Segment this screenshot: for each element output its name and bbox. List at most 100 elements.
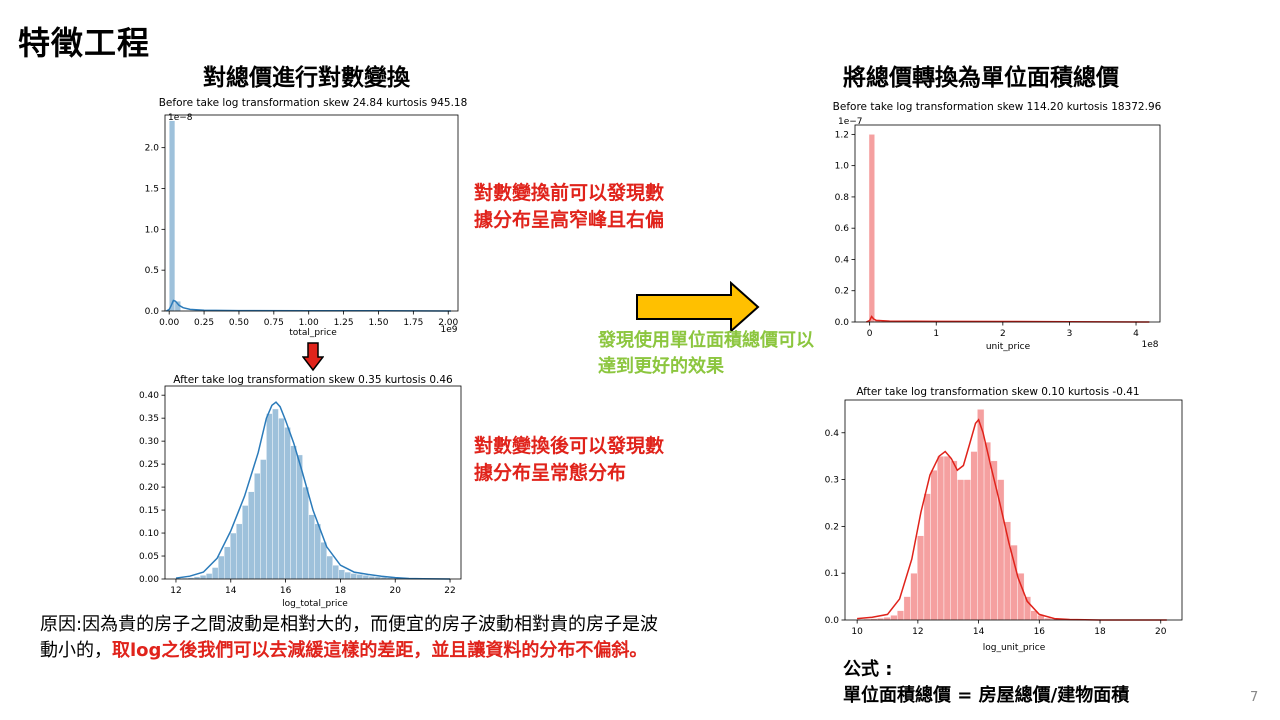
reason-paragraph: 原因:因為貴的房子之間波動是相對大的，而便宜的房子波動相對貴的房子是波動小的，取… — [40, 612, 660, 664]
histogram-bar — [897, 610, 905, 621]
histogram-bar — [963, 479, 971, 621]
x-tick-label: 16 — [1034, 627, 1046, 637]
formula-text: 單位面積總價 = 房屋總價/建物面積 — [843, 685, 1130, 706]
histogram-bar — [223, 546, 231, 580]
kde-line — [166, 299, 452, 312]
y-tick-label: 0.40 — [139, 391, 159, 401]
y-tick-label: 0.0 — [145, 307, 160, 317]
histogram-bar — [910, 572, 918, 621]
histogram-bar — [903, 596, 911, 621]
y-tick-label: 0.5 — [145, 266, 159, 276]
green-note: 發現使用單位面積總價可以達到更好的效果 — [598, 330, 814, 377]
histogram-bar — [890, 615, 898, 621]
reason-highlight: 取log之後我們可以去減緩這樣的差距，並且讓資料的分布不偏斜。 — [112, 640, 648, 661]
histogram-bar — [923, 493, 931, 621]
histogram-bar — [950, 460, 958, 621]
y-tick-label: 0.2 — [825, 522, 839, 532]
histogram-bar — [990, 460, 998, 621]
histogram-bar — [314, 523, 321, 580]
histogram-bar — [868, 134, 875, 323]
chart-title: Before take log transformation skew 24.8… — [159, 97, 468, 109]
y-tick-label: 2.0 — [145, 144, 160, 154]
y-tick-label: 0.25 — [139, 460, 159, 470]
left-section-title: 對總價進行對數變換 — [203, 65, 410, 91]
x-tick-label: 2 — [1000, 329, 1006, 339]
x-tick-label: 1.00 — [299, 318, 319, 328]
y-tick-label: 0.10 — [139, 529, 159, 539]
histogram-bar — [284, 427, 291, 580]
histogram-bar — [266, 413, 273, 580]
y-axis-multiplier: 1e−7 — [838, 117, 863, 127]
histogram-bar — [350, 573, 358, 580]
y-tick-label: 0.8 — [835, 193, 850, 203]
x-tick-label: 12 — [912, 627, 923, 637]
slide-title: 特徵工程 — [18, 24, 151, 62]
chart-title: After take log transformation skew 0.35 … — [173, 374, 453, 386]
y-tick-label: 0.0 — [835, 318, 850, 328]
histogram-bar — [320, 542, 327, 580]
histogram-bar — [326, 555, 333, 580]
histogram-bar — [368, 576, 376, 580]
y-tick-label: 1.0 — [145, 225, 160, 235]
x-tick-label: 10 — [851, 627, 863, 637]
y-tick-label: 0.20 — [139, 483, 159, 493]
x-tick-label: 3 — [1067, 329, 1073, 339]
histogram-bar — [211, 567, 219, 580]
plot-frame — [164, 385, 462, 580]
chart-title: After take log transformation skew 0.10 … — [856, 386, 1139, 398]
x-tick-label: 0.50 — [229, 318, 249, 328]
histogram-bar — [230, 532, 237, 580]
page-number: 7 — [1250, 690, 1259, 705]
y-tick-label: 0.4 — [825, 429, 840, 439]
x-tick-label: 20 — [1155, 627, 1167, 637]
plot-frame — [844, 399, 1183, 621]
right-section-title: 將總價轉換為單位面積總價 — [843, 65, 1119, 91]
y-tick-label: 0.6 — [835, 224, 850, 234]
x-tick-label: 0.00 — [159, 318, 179, 328]
y-tick-label: 0.05 — [139, 552, 159, 562]
x-tick-label: 1.25 — [334, 318, 354, 328]
x-tick-label: 1 — [933, 329, 939, 339]
histogram-bar — [338, 569, 345, 580]
y-tick-label: 1.0 — [835, 162, 850, 172]
x-tick-label: 2.00 — [438, 318, 458, 328]
histogram-bar — [272, 408, 279, 580]
x-tick-label: 22 — [444, 586, 455, 596]
y-tick-label: 0.3 — [825, 476, 839, 486]
x-tick-label: 1.75 — [403, 318, 423, 328]
x-tick-label: 1.50 — [368, 318, 388, 328]
histogram-bar — [254, 473, 261, 580]
histogram-bar — [168, 120, 176, 312]
chart-up_after: 10 12 14 16 18 20 0.0 0.1 0.2 0.3 0.4 After take lo… — [825, 386, 1183, 653]
x-tick-label: 0.25 — [194, 318, 214, 328]
histogram-bar — [344, 571, 352, 580]
histogram-bar — [977, 409, 985, 621]
histogram-bar — [296, 454, 303, 580]
y-tick-label: 0.00 — [139, 575, 159, 585]
x-axis-label: total_price — [289, 328, 337, 338]
y-tick-label: 0.1 — [825, 569, 839, 579]
histogram-bar — [957, 479, 965, 621]
y-tick-label: 0.15 — [139, 506, 159, 516]
y-tick-label: 0.4 — [835, 255, 850, 265]
y-tick-label: 0.35 — [139, 414, 159, 424]
kde-line — [175, 401, 451, 580]
histogram-bar — [997, 479, 1005, 621]
y-tick-label: 1.5 — [145, 185, 159, 195]
x-axis-label: unit_price — [986, 342, 1031, 352]
arrow-right-icon — [636, 281, 760, 333]
x-tick-label: 16 — [280, 586, 292, 596]
histogram-bar — [205, 573, 213, 580]
y-tick-label: 1.2 — [835, 130, 849, 140]
histogram-bar — [308, 514, 315, 580]
histogram-bar — [332, 565, 339, 580]
x-tick-label: 4 — [1133, 329, 1139, 339]
histogram-bar — [199, 575, 207, 580]
x-tick-label: 14 — [973, 627, 985, 637]
x-axis-label: log_total_price — [282, 599, 348, 609]
x-tick-label: 0 — [867, 329, 873, 339]
note-before-transform: 對數變換前可以發現數據分布呈高窄峰且右偏 — [474, 182, 665, 231]
histogram-bar — [930, 470, 938, 621]
histogram-bar — [290, 445, 297, 580]
